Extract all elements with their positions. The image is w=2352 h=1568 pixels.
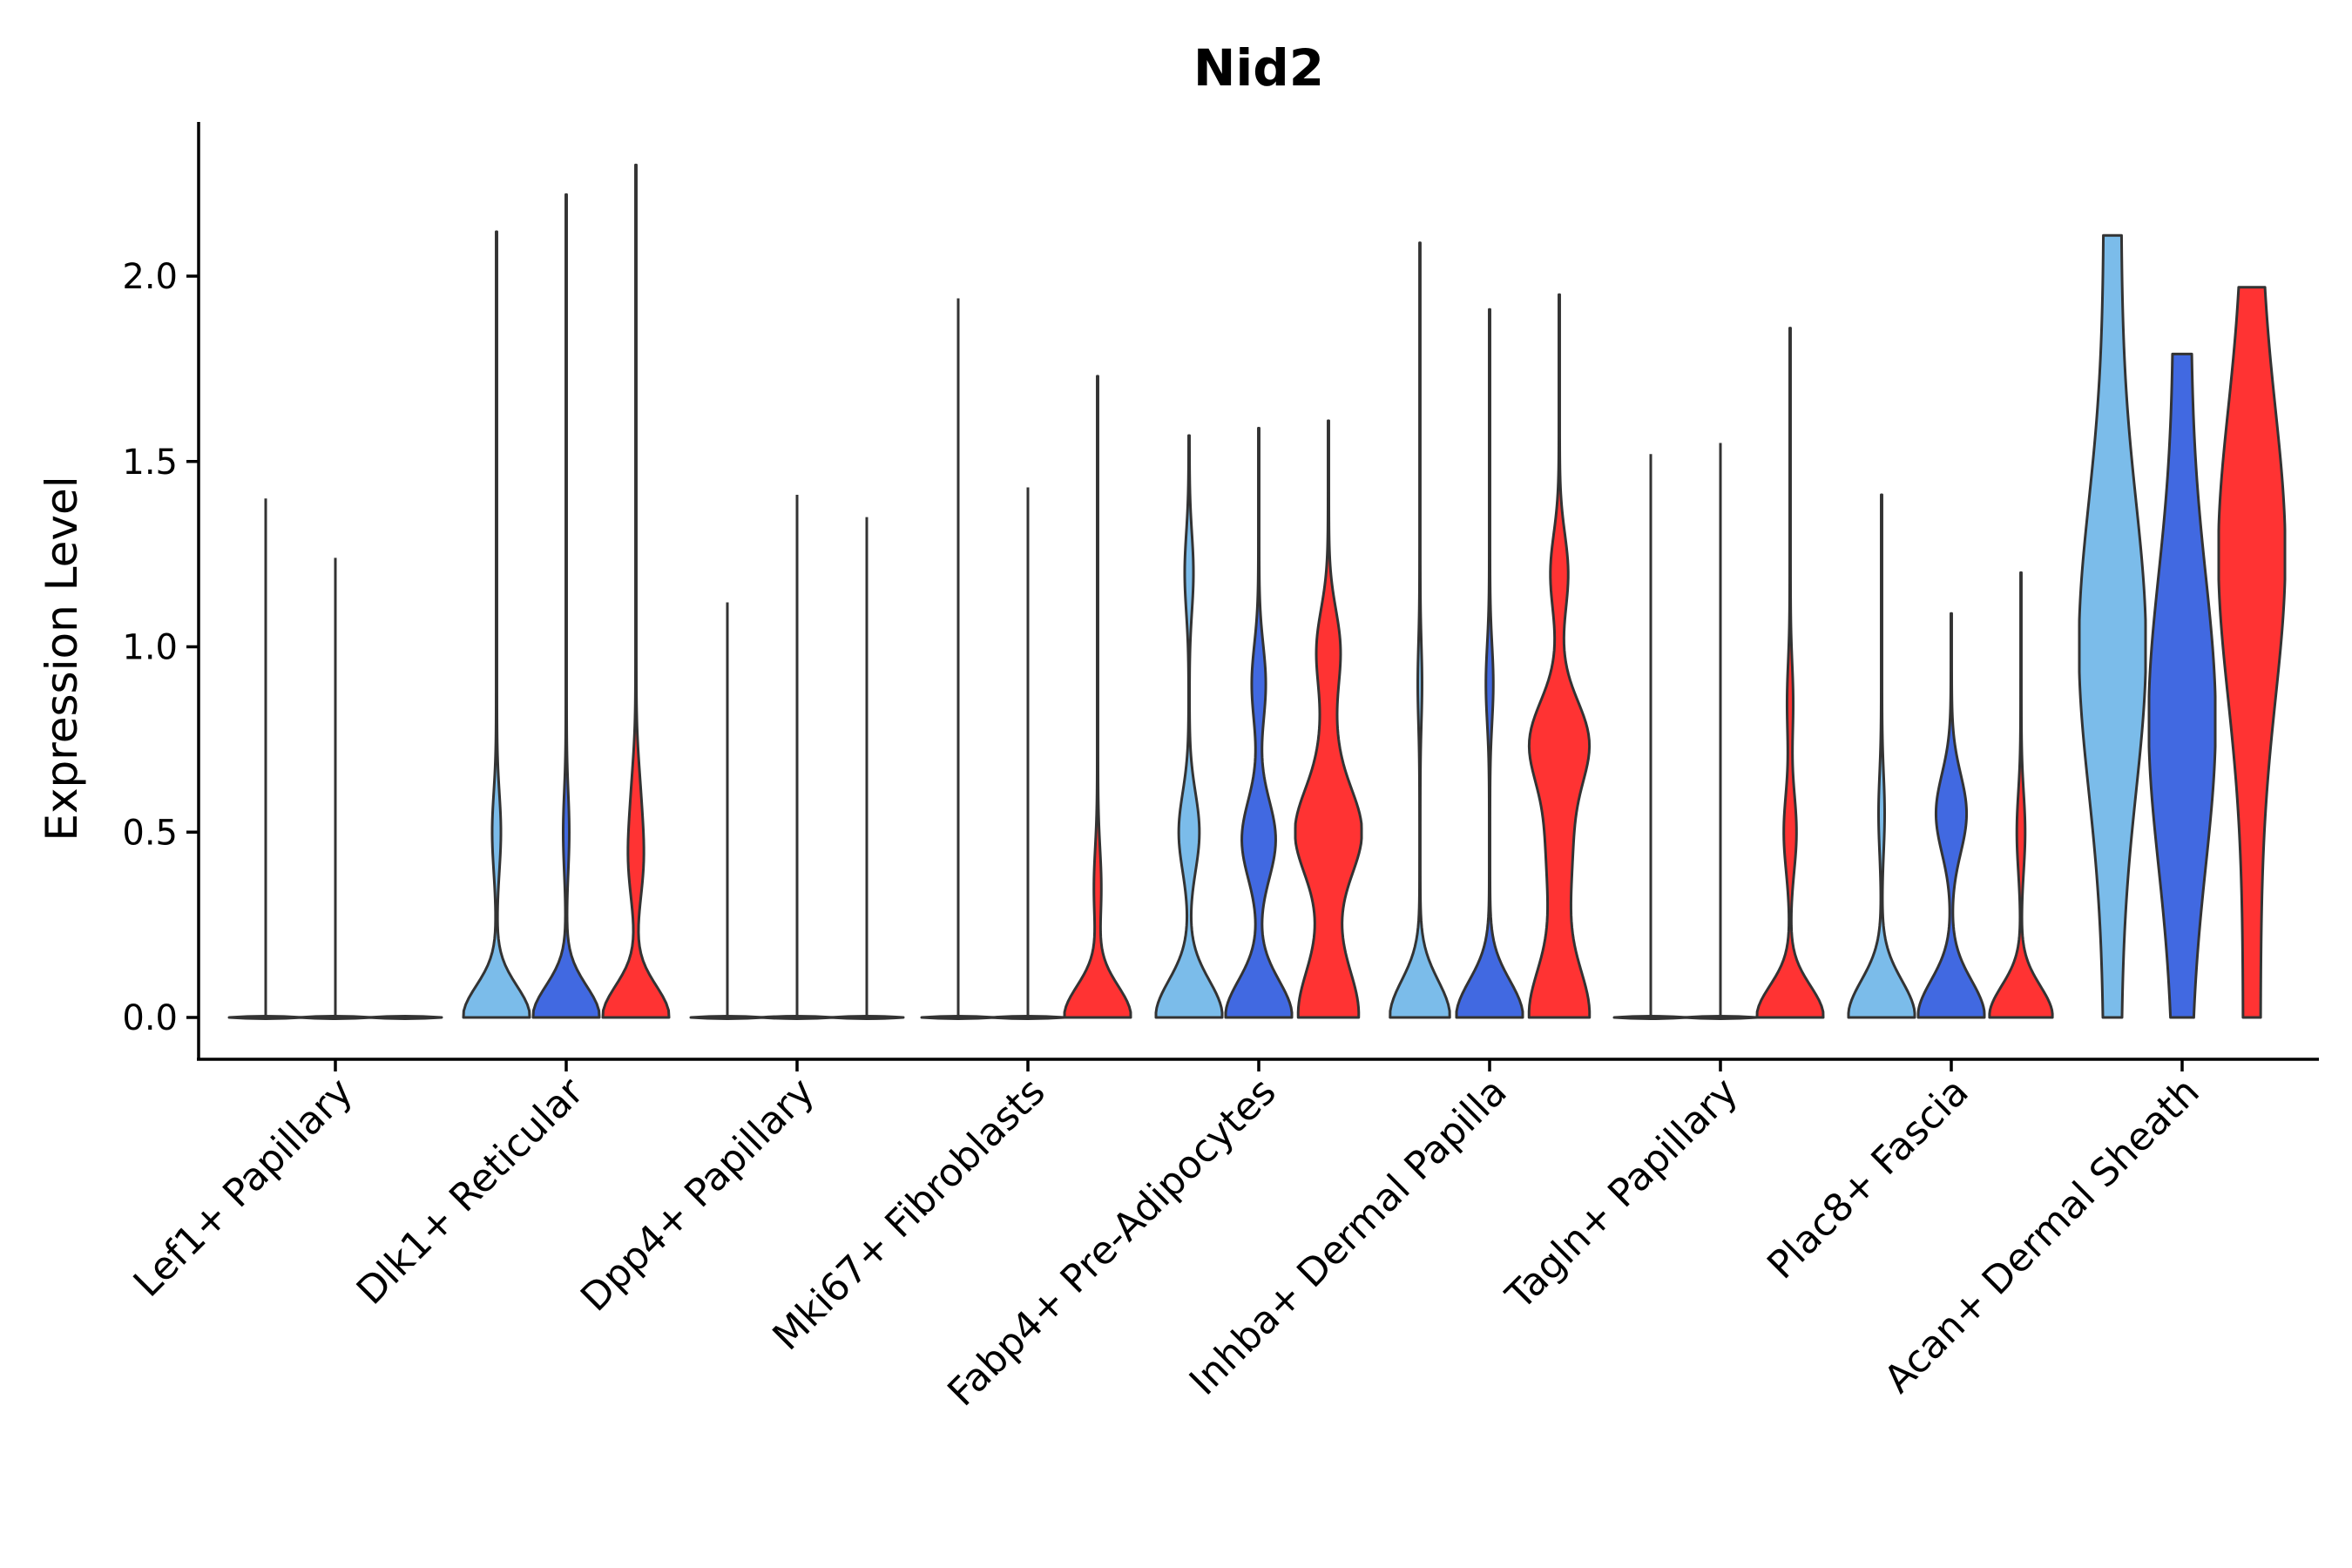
y-ticks: 0.0 0.5 1.0 1.5 2.0 [122,257,199,1038]
violin-shape [2217,286,2287,1019]
violin-shape [1063,375,1132,1019]
y-tick-label: 0.0 [122,998,178,1038]
violin-shape [462,230,531,1019]
chart-title: Nid2 [1193,38,1324,98]
x-tick-label: Dpp4+ Papillary [572,1070,823,1321]
violin-shape [1755,327,1825,1019]
violin-shape [1224,426,1294,1019]
y-axis-label: Expression Level [37,476,87,841]
violin-shape [1154,434,1224,1019]
violin-shape [2147,352,2217,1019]
violins-layer [227,163,2287,1020]
violin-shape [1847,493,1916,1019]
violin-shape [2078,233,2147,1019]
violin-shape [1988,571,2054,1019]
x-tick-label: Tagln+ Papillary [1497,1070,1747,1319]
x-tick-label: Dlk1+ Reticular [348,1069,593,1314]
x-tick-label: Plac8+ Fascia [1759,1070,1977,1288]
violin-shape [1455,308,1524,1019]
violin-shape [1527,293,1592,1019]
y-tick-label: 2.0 [122,257,178,297]
violin-shape [1389,241,1451,1019]
violin-shape [367,1015,443,1020]
violin-shape [1294,419,1363,1019]
violin-shape [531,193,601,1019]
y-tick-label: 1.5 [122,443,178,483]
violin-shape [601,163,671,1019]
y-tick-label: 1.0 [122,628,178,668]
violin-shape [1916,612,1986,1019]
y-tick-label: 0.5 [122,813,178,853]
x-tick-label: Lef1+ Papillary [125,1070,362,1306]
